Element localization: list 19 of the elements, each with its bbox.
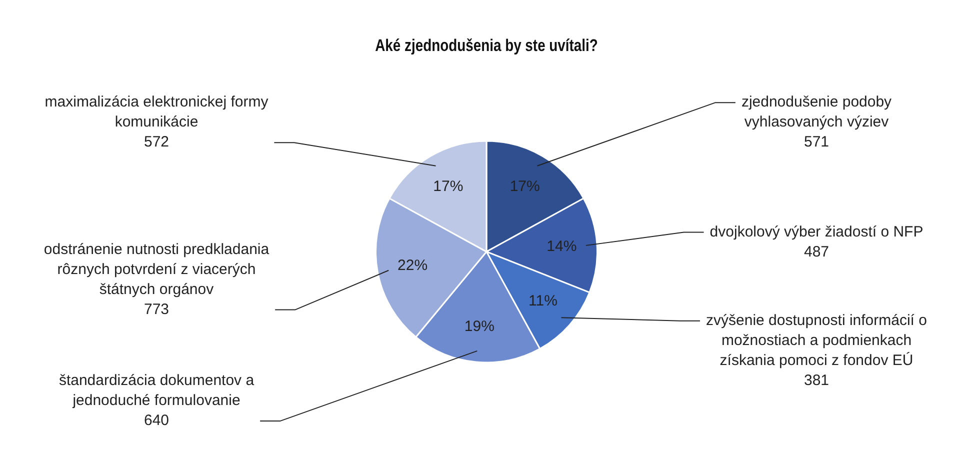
slice-label: maximalizácia elektronickej formy komunikácie	[44, 94, 269, 131]
data-label: 17%	[510, 178, 540, 196]
slice-label: dvojkolový výber žiadostí o NFP	[710, 223, 924, 240]
text: 381	[804, 372, 830, 390]
slice-label: zjednodušenie podoby vyhlasovaných výziev	[741, 94, 892, 131]
text: 572	[144, 134, 170, 151]
text: 571	[804, 134, 830, 151]
data-label: 19%	[464, 318, 494, 335]
text: 640	[144, 412, 170, 430]
text: 487	[804, 243, 830, 260]
data-label: 11%	[528, 292, 558, 310]
data-label: 14%	[546, 238, 577, 256]
data-label: 17%	[433, 178, 464, 196]
text: 773	[144, 300, 170, 318]
chart-title: Aké zjednodušenia by ste uvítali?	[375, 36, 598, 56]
data-label: 22%	[398, 256, 428, 274]
slice-label: zvýšenie dostupnosti informácií o možnostiach a podmienkach získania pomoci z fondov EÚ	[706, 312, 927, 370]
slice-label: odstránenie nutnosti predkladania rôznych potvrdení z viacerých štátnych orgánov	[44, 240, 270, 298]
slice-label: štandardizácia dokumentov a jednoduché formulovanie	[58, 372, 255, 410]
